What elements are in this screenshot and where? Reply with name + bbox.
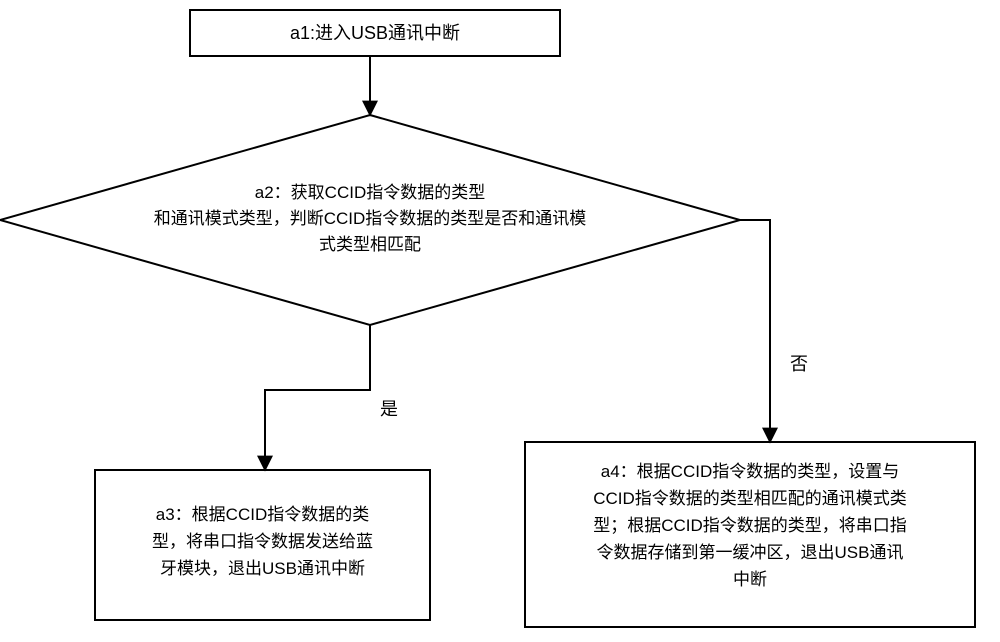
a4-label-4: 中断 xyxy=(733,570,767,589)
flowchart: a1:进入USB通讯中断 a2：获取CCID指令数据的类型和通讯模式类型，判断CC… xyxy=(0,0,1000,642)
a3-label-0: a3：根据CCID指令数据的类 xyxy=(156,505,369,524)
a4-label-1: CCID指令数据的类型相匹配的通讯模式类 xyxy=(593,489,907,508)
a3-label-1: 型，将串口指令数据发送给蓝 xyxy=(152,532,373,551)
a4-label-2: 型；根据CCID指令数据的类型，将串口指 xyxy=(593,516,907,535)
a1-label: a1:进入USB通讯中断 xyxy=(290,23,460,43)
a4-label-0: a4：根据CCID指令数据的类型，设置与 xyxy=(601,462,899,481)
a4-label-3: 令数据存储到第一缓冲区，退出USB通讯 xyxy=(597,543,904,562)
a2-label-2: 式类型相匹配 xyxy=(319,235,421,254)
a2-label-0: a2：获取CCID指令数据的类型 xyxy=(255,183,485,202)
a3-label-2: 牙模块，退出USB通讯中断 xyxy=(160,559,365,578)
a2-label-1: 和通讯模式类型，判断CCID指令数据的类型是否和通讯模 xyxy=(154,209,587,228)
edge-label-2: 否 xyxy=(790,354,808,374)
edge-1 xyxy=(265,325,370,470)
edge-2 xyxy=(740,220,770,442)
edge-label-1: 是 xyxy=(380,399,398,419)
